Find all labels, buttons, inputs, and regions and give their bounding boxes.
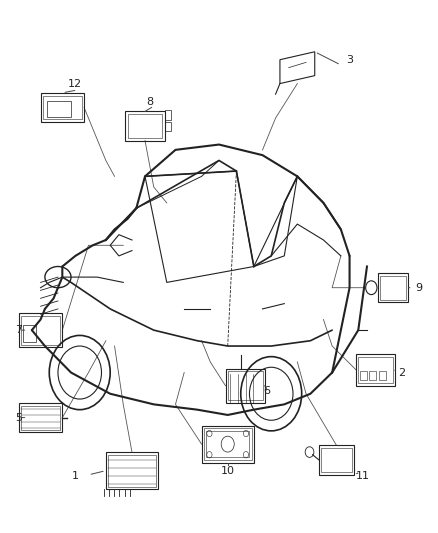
Text: 6: 6 bbox=[263, 386, 270, 396]
Text: 7: 7 bbox=[15, 325, 22, 335]
Bar bbox=[378, 273, 408, 302]
Bar bbox=[201, 425, 254, 463]
Bar bbox=[204, 428, 252, 460]
Text: 11: 11 bbox=[356, 471, 370, 481]
Bar bbox=[23, 325, 36, 342]
Text: 10: 10 bbox=[221, 466, 235, 475]
Text: 12: 12 bbox=[68, 78, 82, 88]
Bar bbox=[321, 448, 352, 472]
Bar bbox=[125, 111, 165, 141]
Bar bbox=[226, 368, 265, 403]
Bar bbox=[206, 431, 250, 457]
Bar bbox=[127, 114, 162, 138]
Bar bbox=[228, 371, 262, 400]
Bar bbox=[319, 446, 354, 474]
Bar bbox=[106, 452, 158, 489]
Bar bbox=[380, 276, 406, 300]
Bar bbox=[47, 101, 71, 117]
Bar bbox=[356, 354, 395, 386]
Bar bbox=[19, 313, 62, 348]
Text: 3: 3 bbox=[346, 55, 353, 64]
Bar bbox=[165, 110, 171, 119]
Bar bbox=[41, 93, 84, 122]
Text: 1: 1 bbox=[72, 471, 79, 481]
Bar bbox=[108, 455, 156, 487]
Bar bbox=[21, 316, 60, 345]
Text: 9: 9 bbox=[416, 282, 423, 293]
Text: 2: 2 bbox=[398, 368, 405, 377]
Bar bbox=[369, 371, 376, 381]
Bar bbox=[21, 406, 60, 430]
Bar bbox=[358, 357, 393, 383]
Text: 5: 5 bbox=[15, 413, 22, 423]
Bar bbox=[379, 371, 386, 381]
Bar bbox=[165, 122, 171, 131]
Bar bbox=[360, 371, 367, 381]
Bar bbox=[43, 95, 82, 119]
Text: 8: 8 bbox=[146, 97, 153, 107]
Bar bbox=[19, 403, 62, 432]
